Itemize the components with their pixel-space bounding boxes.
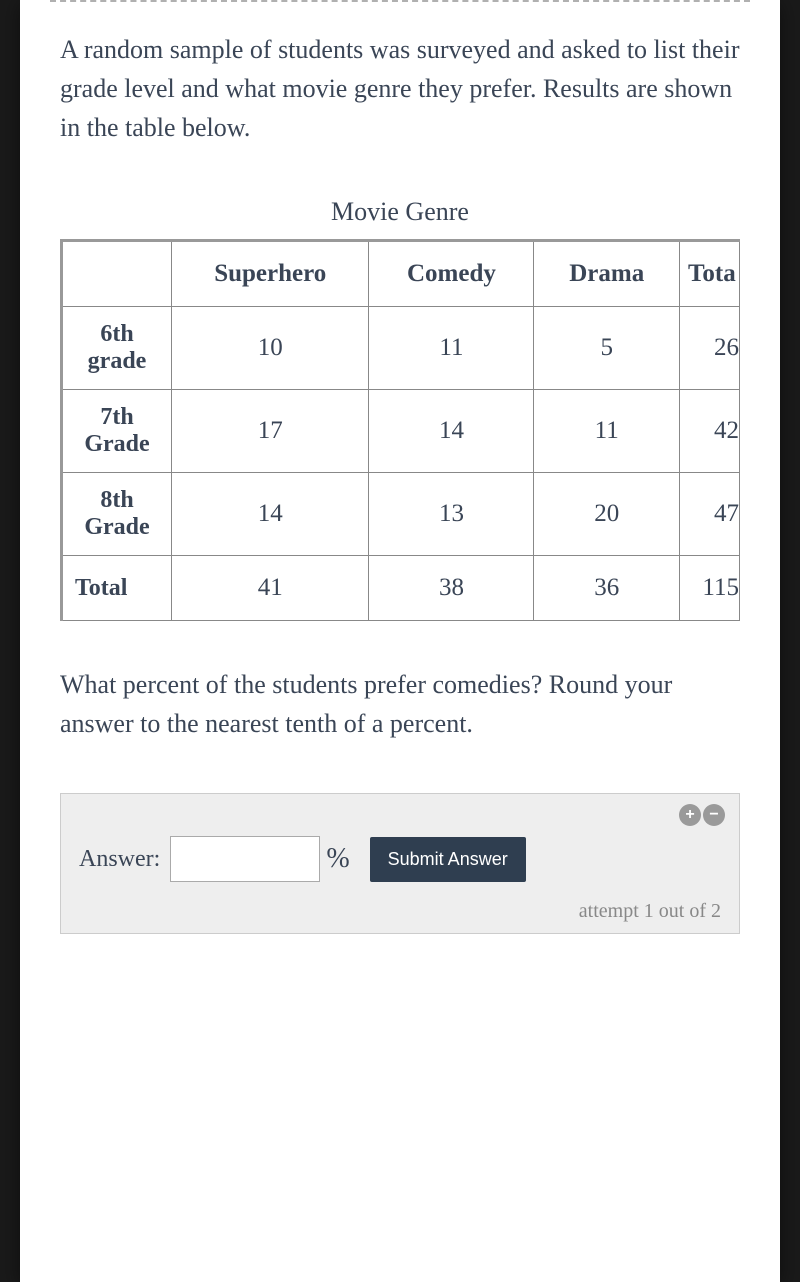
- cell: 5: [534, 307, 680, 390]
- answer-input[interactable]: [170, 836, 320, 882]
- cell: 13: [369, 473, 534, 556]
- row-label-6th: 6th grade: [62, 307, 172, 390]
- row-label-7th: 7th Grade: [62, 390, 172, 473]
- cell: 47: [680, 473, 740, 556]
- cell: 26: [680, 307, 740, 390]
- cell: 115: [680, 556, 740, 621]
- answer-label: Answer:: [79, 846, 160, 873]
- cell: 38: [369, 556, 534, 621]
- cell: 20: [534, 473, 680, 556]
- cell: 41: [172, 556, 369, 621]
- table-row: 7th Grade 17 14 11 42: [62, 390, 740, 473]
- cell: 10: [172, 307, 369, 390]
- table-header-total: Tota: [680, 241, 740, 307]
- answer-row: Answer: % Submit Answer: [79, 836, 721, 882]
- table-title: Movie Genre: [60, 197, 740, 227]
- content-area: A random sample of students was surveyed…: [20, 2, 780, 954]
- intro-paragraph: A random sample of students was surveyed…: [60, 30, 740, 147]
- submit-button[interactable]: Submit Answer: [370, 837, 526, 882]
- row-label-total: Total: [62, 556, 172, 621]
- minus-icon[interactable]: −: [703, 804, 725, 826]
- table-header-superhero: Superhero: [172, 241, 369, 307]
- table-header-comedy: Comedy: [369, 241, 534, 307]
- answer-box: + − Answer: % Submit Answer attempt 1 ou…: [60, 793, 740, 934]
- plus-minus-controls: + −: [679, 804, 725, 826]
- cell: 11: [534, 390, 680, 473]
- table-row: Total 41 38 36 115: [62, 556, 740, 621]
- cell: 14: [172, 473, 369, 556]
- question-paragraph: What percent of the students prefer come…: [60, 665, 740, 743]
- table-header-row: Superhero Comedy Drama Tota: [62, 241, 740, 307]
- cell: 14: [369, 390, 534, 473]
- attempt-text: attempt 1 out of 2: [79, 900, 721, 923]
- table-row: 6th grade 10 11 5 26: [62, 307, 740, 390]
- cell: 42: [680, 390, 740, 473]
- question-card: A random sample of students was surveyed…: [20, 0, 780, 1282]
- cell: 11: [369, 307, 534, 390]
- data-table: Superhero Comedy Drama Tota 6th grade 10…: [60, 239, 740, 621]
- percent-unit: %: [326, 843, 349, 875]
- cell: 17: [172, 390, 369, 473]
- plus-icon[interactable]: +: [679, 804, 701, 826]
- table-header-blank: [62, 241, 172, 307]
- cell: 36: [534, 556, 680, 621]
- row-label-8th: 8th Grade: [62, 473, 172, 556]
- table-header-drama: Drama: [534, 241, 680, 307]
- table-row: 8th Grade 14 13 20 47: [62, 473, 740, 556]
